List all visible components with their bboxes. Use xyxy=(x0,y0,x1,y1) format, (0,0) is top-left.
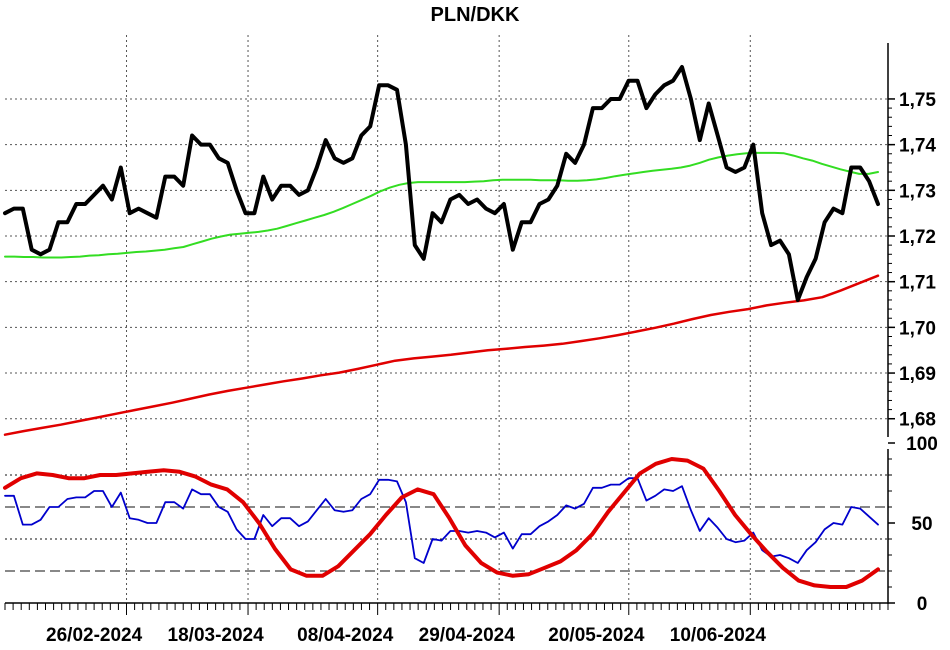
osc-ytick-label-2: 100 xyxy=(906,434,938,455)
price-ytick-label-3: 1,71 xyxy=(899,273,936,294)
price-ytick-label-2: 1,70 xyxy=(899,318,936,339)
x-tick-label-5: 10/06-2024 xyxy=(670,625,767,646)
oscillator-panel-series xyxy=(3,457,880,589)
osc-ytick-label-0: 0 xyxy=(917,594,928,615)
osc-ytick-label-1: 50 xyxy=(911,514,932,535)
series-oscillator_slow xyxy=(3,457,880,589)
series-ma_medium xyxy=(4,151,879,259)
x-tick-label-1: 18/03-2024 xyxy=(168,625,265,646)
series-price xyxy=(3,65,880,302)
price-ytick-label-7: 1,75 xyxy=(899,90,936,111)
x-tick-label-4: 20/05-2024 xyxy=(548,625,645,646)
price-ytick-label-5: 1,73 xyxy=(899,181,936,202)
price-ytick-label-4: 1,72 xyxy=(899,227,936,248)
x-tick-label-2: 08/04-2024 xyxy=(297,625,394,646)
x-tick-label-3: 29/04-2024 xyxy=(419,625,516,646)
chart-title: PLN/DKK xyxy=(430,4,520,26)
price-panel-grid xyxy=(5,35,888,437)
oscillator-panel-grid xyxy=(5,443,888,603)
series-ma_long xyxy=(3,274,880,436)
price-ytick-label-1: 1,69 xyxy=(899,364,936,385)
price-panel-series xyxy=(3,65,880,436)
axis-labels: 1,68 1,69 1,70 1,71 1,72 1,73 1,74 1,75 0 50 100 26… xyxy=(46,90,938,646)
price-ytick-label-6: 1,74 xyxy=(899,136,936,157)
series-oscillator_fast xyxy=(4,477,879,564)
price-ytick-label-0: 1,68 xyxy=(899,410,936,431)
axes xyxy=(4,43,895,615)
x-tick-label-0: 26/02-2024 xyxy=(46,625,143,646)
